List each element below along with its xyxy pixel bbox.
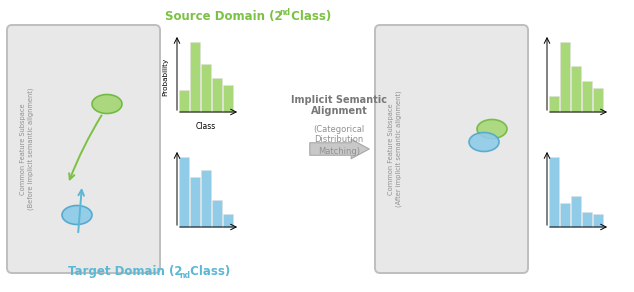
Bar [212, 78, 221, 112]
Bar [571, 196, 581, 227]
Bar [190, 42, 200, 112]
Ellipse shape [469, 133, 499, 152]
Bar [212, 200, 221, 227]
Text: nd: nd [179, 271, 190, 280]
FancyBboxPatch shape [7, 25, 160, 273]
Bar [223, 85, 233, 112]
Bar [571, 66, 581, 112]
Bar [559, 42, 569, 112]
Ellipse shape [477, 119, 507, 138]
Text: Source Domain (2: Source Domain (2 [165, 10, 283, 23]
Text: Distribution: Distribution [314, 135, 364, 145]
Ellipse shape [92, 95, 122, 114]
Text: Common Feature Subspace
(Before implicit semantic alignment): Common Feature Subspace (Before implicit… [20, 88, 34, 210]
Bar [179, 157, 188, 227]
Bar [190, 177, 200, 227]
Bar [548, 96, 559, 112]
Bar [581, 81, 592, 112]
Bar [223, 214, 233, 227]
Text: Target Domain (2: Target Domain (2 [68, 265, 183, 278]
Bar [581, 212, 592, 227]
Bar [593, 88, 602, 112]
Bar [200, 170, 210, 227]
Text: Class): Class) [287, 10, 331, 23]
Text: Alignment: Alignment [311, 106, 367, 116]
Text: Common Feature Subspace
(After implicit semantic alignment): Common Feature Subspace (After implicit … [388, 91, 402, 207]
Bar [548, 157, 559, 227]
Bar [593, 214, 602, 227]
Text: Class: Class [195, 122, 216, 131]
FancyArrowPatch shape [310, 139, 369, 159]
Text: Probability: Probability [162, 58, 168, 96]
Text: Matching): Matching) [318, 147, 360, 156]
Text: (Categorical: (Categorical [313, 124, 365, 133]
Text: Implicit Semantic: Implicit Semantic [291, 95, 387, 105]
Ellipse shape [62, 206, 92, 225]
Text: Class): Class) [186, 265, 230, 278]
FancyBboxPatch shape [375, 25, 528, 273]
Bar [179, 90, 188, 112]
Bar [559, 202, 569, 227]
Text: nd: nd [279, 8, 290, 17]
Bar [200, 65, 210, 112]
